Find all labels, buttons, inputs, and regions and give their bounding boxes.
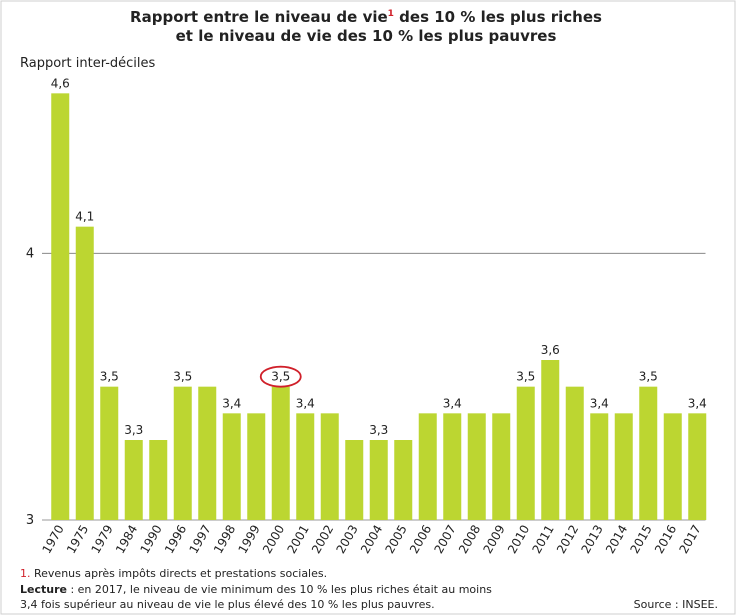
x-tick-label: 2017 <box>676 523 703 556</box>
bar <box>222 413 241 520</box>
title-part: des 10 % les plus riches <box>394 8 602 26</box>
bar <box>51 93 70 520</box>
value-label: 3,5 <box>271 370 290 384</box>
bar <box>639 386 658 520</box>
footnote-text: Revenus après impôts directs et prestati… <box>31 567 328 580</box>
value-label: 3,3 <box>369 423 388 437</box>
value-label: 3,4 <box>688 396 707 410</box>
title-superscript: 1 <box>388 9 394 19</box>
bar <box>247 413 266 520</box>
footnote-number: 1. <box>20 567 31 580</box>
x-tick-label: 2005 <box>382 523 409 556</box>
note: 3,4 fois supérieur au niveau de vie le p… <box>20 598 435 611</box>
bar <box>124 440 143 520</box>
x-tick-label: 2016 <box>652 523 679 556</box>
x-tick-label: 1984 <box>113 523 140 556</box>
y-tick-label: 3 <box>26 513 34 528</box>
x-tick-label: 2011 <box>529 523 556 556</box>
bar <box>100 386 119 520</box>
bar <box>271 386 290 520</box>
chart-title: Rapport entre le niveau de vie1 des 10 %… <box>130 8 602 26</box>
bar <box>467 413 486 520</box>
bar <box>394 440 413 520</box>
x-tick-label: 2007 <box>431 523 458 556</box>
bar <box>590 413 609 520</box>
bar <box>418 413 437 520</box>
value-label: 4,1 <box>75 210 94 224</box>
bar <box>75 226 94 520</box>
value-label: 4,6 <box>51 76 70 90</box>
bar <box>173 386 192 520</box>
bar <box>492 413 511 520</box>
value-label: 3,4 <box>222 396 241 410</box>
x-tick-label: 1999 <box>235 523 262 556</box>
value-label: 3,6 <box>541 343 560 357</box>
x-tick-label: 2010 <box>505 523 532 556</box>
bar <box>663 413 682 520</box>
bar <box>541 360 560 520</box>
x-tick-label: 2008 <box>456 523 483 556</box>
x-tick-label: 2001 <box>284 523 311 556</box>
x-tick-label: 2003 <box>333 523 360 556</box>
value-label: 3,3 <box>124 423 143 437</box>
bar <box>149 440 168 520</box>
x-tick-label: 1997 <box>186 523 213 556</box>
x-tick-label: 1970 <box>39 523 66 556</box>
bar <box>198 386 217 520</box>
x-tick-label: 1998 <box>211 523 238 556</box>
note-text: : en 2017, le niveau de vie minimum des … <box>67 583 492 596</box>
footnote: 1. Revenus après impôts directs et prest… <box>20 567 327 580</box>
y-tick-label: 4 <box>26 246 34 261</box>
note: Lecture : en 2017, le niveau de vie mini… <box>20 583 492 596</box>
bar <box>296 413 315 520</box>
bar <box>516 386 535 520</box>
x-tick-label: 2004 <box>358 523 385 556</box>
x-tick-label: 2012 <box>554 523 581 556</box>
x-tick-label: 2006 <box>407 523 434 556</box>
title-part: Rapport entre le niveau de vie <box>130 8 388 26</box>
x-tick-label: 2014 <box>603 523 630 556</box>
x-tick-label: 2002 <box>309 523 336 556</box>
y-axis-label: Rapport inter-déciles <box>20 56 156 71</box>
x-tick-label: 2015 <box>627 523 654 556</box>
bar <box>369 440 388 520</box>
x-tick-label: 1996 <box>162 523 189 556</box>
x-tick-label: 1979 <box>88 523 115 556</box>
bar <box>443 413 462 520</box>
x-tick-label: 1990 <box>137 523 164 556</box>
x-tick-label: 1975 <box>64 523 91 556</box>
source: Source : INSEE. <box>634 598 718 611</box>
bar <box>320 413 339 520</box>
value-label: 3,4 <box>296 396 315 410</box>
x-tick-label: 2009 <box>480 523 507 556</box>
highlight-circle <box>259 365 302 388</box>
note-lead: Lecture <box>20 583 67 596</box>
value-label: 3,4 <box>590 396 609 410</box>
value-label: 3,5 <box>100 370 119 384</box>
bar <box>688 413 707 520</box>
chart-title: et le niveau de vie des 10 % les plus pa… <box>176 27 557 45</box>
value-label: 3,5 <box>516 370 535 384</box>
value-label: 3,5 <box>639 370 658 384</box>
value-label: 3,4 <box>443 396 462 410</box>
bar <box>345 440 364 520</box>
x-tick-label: 2013 <box>578 523 605 556</box>
value-label: 3,5 <box>173 370 192 384</box>
bar <box>565 386 584 520</box>
x-tick-label: 2000 <box>260 523 287 556</box>
bar <box>614 413 633 520</box>
